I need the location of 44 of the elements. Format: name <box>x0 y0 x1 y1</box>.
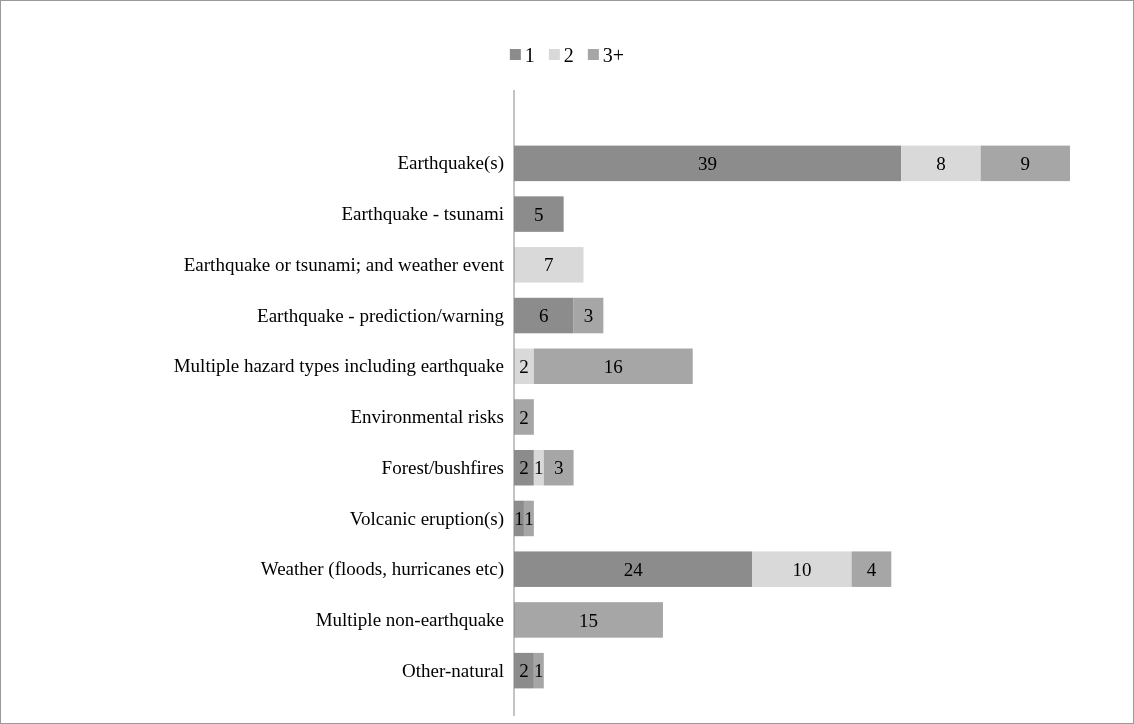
bar <box>573 297 604 334</box>
bar <box>752 551 852 587</box>
data-label: 3 <box>583 305 594 327</box>
data-label: 7 <box>544 254 554 276</box>
legend-label: 3+ <box>602 44 625 66</box>
bar <box>851 551 892 587</box>
bar <box>533 348 693 385</box>
data-label: 1 <box>524 508 534 530</box>
data-label: 2 <box>519 406 529 428</box>
y-tick-label: Multiple non-earthquake <box>315 608 504 630</box>
data-label: 39 <box>698 153 718 175</box>
y-tick-label: Earthquake(s) <box>397 152 504 175</box>
y-tick-label: Other-natural <box>402 659 504 681</box>
data-label: 4 <box>866 558 877 580</box>
bar <box>901 145 981 182</box>
data-label: 5 <box>534 203 544 225</box>
y-tick-label: Earthquake - prediction/warning <box>257 304 505 326</box>
data-label: 1 <box>534 660 544 682</box>
data-label: 10 <box>792 558 812 580</box>
data-label: 1 <box>514 508 524 530</box>
y-tick-label: Multiple hazard types including earthquake <box>173 355 504 377</box>
y-tick-label: Earthquake or tsunami; and weather event <box>183 253 505 275</box>
y-tick-label: Environmental risks <box>350 406 504 428</box>
data-label: 3 <box>553 457 564 479</box>
y-tick-label: Forest/bushfires <box>381 456 504 478</box>
data-label: 1 <box>534 457 544 479</box>
bar <box>514 602 663 638</box>
data-label: 16 <box>603 355 623 377</box>
y-tick-label: Earthquake - tsunami <box>341 203 504 225</box>
bar <box>514 247 584 283</box>
data-label: 8 <box>936 153 946 175</box>
y-tick-label: Volcanic eruption(s) <box>349 507 504 530</box>
data-label: 2 <box>519 660 529 682</box>
data-label: 24 <box>623 558 644 580</box>
y-tick-label: Weather (floods, hurricanes etc) <box>260 558 504 581</box>
data-label: 9 <box>1020 153 1031 175</box>
data-label: 15 <box>578 609 598 631</box>
legend-label: 2 <box>563 44 574 66</box>
data-label: 6 <box>539 305 549 327</box>
bar <box>980 145 1070 182</box>
data-label: 2 <box>519 355 529 377</box>
data-label: 2 <box>519 457 529 479</box>
legend-label: 1 <box>524 44 535 66</box>
bar <box>543 449 574 486</box>
